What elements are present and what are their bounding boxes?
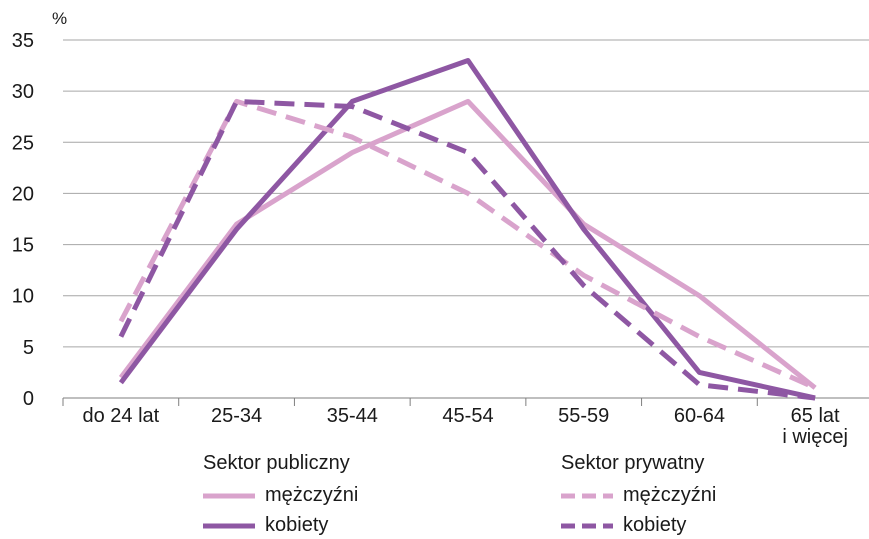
x-tick-label: 65 lat i więcej — [782, 405, 848, 448]
legend-group-public-title: Sektor publiczny — [203, 452, 350, 474]
y-tick-label: 35 — [12, 30, 34, 52]
x-axis — [62, 397, 869, 406]
series-line-private-women — [118, 98, 816, 401]
legend-item-public-women: kobiety — [203, 514, 328, 537]
x-axis-ticks: do 24 lat 25-34 35-44 45-54 55-59 60-64 65 lat… — [82, 405, 847, 448]
gridlines — [63, 39, 869, 348]
legend-item-private-women: kobiety — [561, 514, 686, 537]
x-tick-label: do 24 lat — [82, 405, 159, 427]
x-tick-label: 25-34 — [211, 405, 262, 427]
legend-swatch-dashed-light — [561, 493, 613, 498]
y-axis-unit-label: % — [52, 9, 67, 28]
legend-label: kobiety — [265, 514, 329, 536]
legend-label: kobiety — [623, 514, 687, 536]
x-tick-label: 60-64 — [674, 405, 725, 427]
y-tick-label: 10 — [12, 286, 34, 308]
legend-label: mężczyźni — [265, 484, 359, 506]
legend-label: mężczyźni — [623, 484, 717, 506]
y-tick-label: 0 — [23, 388, 34, 410]
x-tick-label: 55-59 — [558, 405, 609, 427]
legend-swatch-dashed-dark — [561, 523, 613, 528]
legend-swatch-solid-dark — [203, 523, 255, 528]
x-tick-label-line: i więcej — [782, 426, 848, 448]
y-axis-ticks: 0 5 10 15 20 25 30 35 — [12, 30, 34, 410]
legend-item-private-men: mężczyźni — [561, 484, 716, 507]
series-lines — [118, 58, 817, 401]
series-line-public-men — [118, 98, 817, 390]
x-tick-label-line: 35-44 — [327, 405, 378, 427]
x-tick-label: 35-44 — [327, 405, 378, 427]
x-tick-label-line: 65 lat — [791, 405, 840, 427]
y-tick-label: 15 — [12, 235, 34, 257]
legend-item-public-men: mężczyźni — [203, 484, 358, 507]
x-tick-label-line: 45-54 — [442, 405, 493, 427]
x-tick-label-line: 25-34 — [211, 405, 262, 427]
series-line-public-women — [118, 58, 816, 401]
y-tick-label: 25 — [12, 132, 34, 154]
x-tick-label: 45-54 — [442, 405, 493, 427]
y-tick-label: 20 — [12, 183, 34, 205]
y-tick-label: 30 — [12, 81, 34, 103]
x-tick-label-line: 55-59 — [558, 405, 609, 427]
series-line-private-men — [118, 98, 817, 391]
legend-swatch-solid-light — [203, 493, 255, 498]
legend-group-private-title: Sektor prywatny — [561, 452, 705, 474]
y-tick-label: 5 — [23, 337, 34, 359]
x-tick-label-line: do 24 lat — [82, 405, 159, 427]
x-tick-label-line: 60-64 — [674, 405, 725, 427]
